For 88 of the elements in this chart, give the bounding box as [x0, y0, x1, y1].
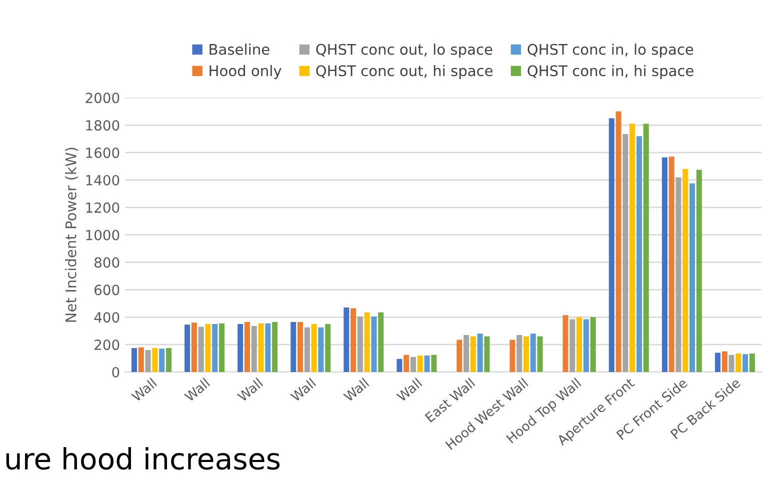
- bar: [590, 317, 596, 372]
- bar: [184, 324, 190, 372]
- bar: [219, 323, 225, 372]
- text: ure hood increases: [6, 447, 280, 470]
- y-tick-label: 1000: [86, 230, 120, 240]
- bar: [152, 348, 158, 372]
- bar: [350, 308, 356, 372]
- y-tick-label: 600: [94, 284, 120, 296]
- bar: [258, 323, 264, 372]
- bar: [357, 316, 363, 372]
- bar: [510, 340, 516, 372]
- bar: [736, 353, 742, 372]
- bar: [696, 170, 702, 372]
- bar: [205, 324, 211, 372]
- legend-label: Hood only: [210, 64, 282, 80]
- bar: [576, 317, 582, 372]
- bar: [523, 336, 529, 372]
- bar: [371, 316, 377, 372]
- bar: [668, 156, 674, 372]
- bar: [251, 326, 257, 372]
- bar: [676, 177, 682, 372]
- bar: [662, 157, 668, 372]
- bar: [304, 327, 310, 372]
- y-tick-label: 200: [94, 340, 120, 350]
- bar: [689, 183, 696, 372]
- bar: [191, 322, 197, 372]
- bar: [622, 134, 628, 372]
- bar: [470, 336, 476, 372]
- legend-label: Baseline: [210, 44, 270, 55]
- bar: [464, 334, 470, 372]
- bar: [325, 324, 331, 372]
- bar: [682, 169, 688, 372]
- bar: [198, 326, 204, 372]
- bar: [238, 324, 244, 372]
- bar: [570, 319, 576, 372]
- bar: [562, 315, 568, 372]
- bar: [244, 322, 250, 372]
- y-tick-label: 1600: [86, 148, 120, 158]
- bar: [378, 312, 384, 372]
- bar: [159, 348, 165, 372]
- bar: [290, 322, 296, 372]
- bar: [728, 354, 734, 372]
- y-tick-label: 1200: [86, 202, 120, 213]
- bar: [484, 336, 490, 372]
- bar: [643, 124, 649, 372]
- bar: [131, 348, 137, 372]
- bar: [318, 327, 324, 372]
- bar: [272, 322, 278, 372]
- y-tick-label: 2000: [86, 92, 120, 104]
- bar: [424, 356, 430, 372]
- bar: [410, 356, 416, 372]
- bar: [583, 319, 589, 372]
- bar: [344, 308, 350, 372]
- bar: [212, 324, 218, 372]
- bar: [311, 324, 317, 372]
- bar: [145, 350, 151, 372]
- bar: [616, 111, 622, 372]
- legend-label: QHST conc out, lo space: [316, 44, 492, 58]
- bar: [417, 356, 423, 372]
- y-axis-title: Net Incident Power (kW): [65, 148, 78, 322]
- legend-label: QHST conc out, hi space: [316, 64, 493, 80]
- bar: [364, 312, 370, 372]
- legend-label: QHST conc in, hi space: [528, 64, 694, 80]
- bar: [636, 136, 642, 372]
- bar: [396, 358, 402, 372]
- bar: [431, 354, 437, 372]
- y-tick-label: 1800: [86, 120, 120, 131]
- legend-label: QHST conc in, lo space: [528, 44, 694, 58]
- bar: [749, 353, 755, 372]
- bar: [404, 354, 410, 372]
- bar: [630, 124, 636, 372]
- bar: [166, 348, 172, 372]
- y-tick-label: 0: [112, 366, 120, 378]
- bar: [742, 354, 748, 372]
- bar: [537, 336, 543, 372]
- y-tick-label: 800: [94, 257, 120, 268]
- y-tick-label: 400: [94, 312, 120, 323]
- bar: [456, 340, 462, 372]
- bar: [516, 334, 522, 372]
- bar: [138, 347, 144, 372]
- bar: [477, 334, 483, 372]
- bar: [714, 352, 720, 372]
- bar: [298, 322, 304, 372]
- bar: [722, 351, 728, 372]
- y-tick-label: 1400: [86, 174, 120, 186]
- bar: [265, 323, 271, 372]
- bar: [530, 334, 536, 372]
- bar: [608, 118, 614, 372]
